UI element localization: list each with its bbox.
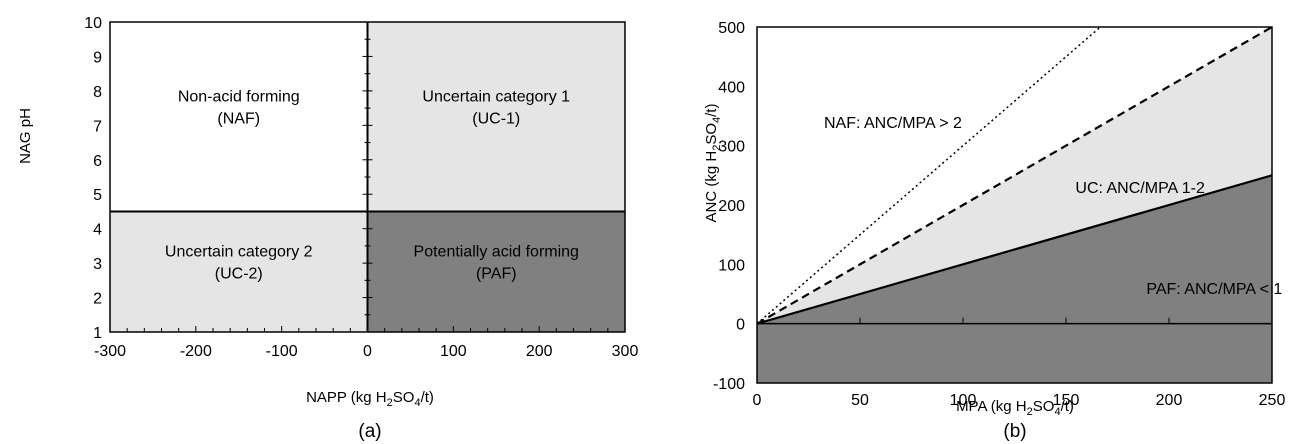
x-tick-label: -100 xyxy=(266,343,298,360)
y-tick-label: 3 xyxy=(93,256,102,273)
x-tick-label: 100 xyxy=(950,392,977,409)
region-label-uc1: Uncertain category 1 xyxy=(422,89,570,106)
region-label-uc2: Uncertain category 2 xyxy=(165,244,313,261)
y-tick-label: 200 xyxy=(718,198,745,215)
region-abbrev-naf: (NAF) xyxy=(217,111,260,128)
chart-a-tick-labels: 1 2 3 4 5 6 7 8 9 10 -300 -200 -100 0 100 200 300 xyxy=(84,15,638,360)
y-tick-label: 400 xyxy=(718,79,745,96)
annotation-uc: UC: ANC/MPA 1-2 xyxy=(1075,180,1205,197)
chart-b-caption: (b) xyxy=(1003,421,1026,442)
region-abbrev-paf: (PAF) xyxy=(476,266,517,283)
region-naf xyxy=(110,22,368,212)
chart-b-ticks xyxy=(859,317,1170,324)
chart-b-annotations: NAF: ANC/MPA > 2 UC: ANC/MPA 1-2 PAF: ANC/… xyxy=(824,115,1282,298)
y-tick-label: 6 xyxy=(93,153,102,170)
x-tick-label: -300 xyxy=(94,343,126,360)
chart-b-plot-frame xyxy=(756,26,1273,384)
chart-a-regions xyxy=(110,22,625,332)
y-tick-label: 4 xyxy=(93,222,102,239)
chart-b-x-axis-title: MPA (kg H2SO4/t) xyxy=(956,398,1074,418)
chart-b-tick-labels: -100 0 100 200 300 400 500 0 50 100 150 200 250 xyxy=(713,20,1285,409)
chart-b-y-axis-title: ANC (kg H2SO4/t) xyxy=(703,104,723,223)
region-label-paf: Potentially acid forming xyxy=(414,244,579,261)
x-tick-label: 200 xyxy=(526,343,553,360)
x-tick-label: 0 xyxy=(363,343,372,360)
y-tick-label: 0 xyxy=(736,317,745,334)
x-tick-label: 250 xyxy=(1259,392,1286,409)
x-tick-label: 150 xyxy=(1053,392,1080,409)
y-tick-label: 1 xyxy=(93,325,102,342)
chart-a-plot-frame xyxy=(109,21,626,333)
y-tick-label: -100 xyxy=(713,376,745,393)
x-tick-label: -200 xyxy=(180,343,212,360)
y-tick-label: 8 xyxy=(93,84,102,101)
x-tick-label: 50 xyxy=(851,392,869,409)
chart-b-ratio-lines xyxy=(756,26,1273,325)
chart-a-x-axis-title: NAPP (kg H2SO4/t) xyxy=(306,389,434,409)
chart-b-region-fills xyxy=(757,27,1272,383)
region-uc1 xyxy=(367,22,625,212)
chart-b: -100 0 100 200 300 400 500 0 50 100 150 200 250 NAF:… xyxy=(703,20,1285,442)
y-tick-label: 300 xyxy=(718,139,745,156)
region-uc2 xyxy=(110,211,368,332)
region-paf-fill xyxy=(757,175,1272,383)
y-tick-label: 2 xyxy=(93,291,102,308)
y-tick-label: 5 xyxy=(93,187,102,204)
x-tick-label: 200 xyxy=(1156,392,1183,409)
y-tick-label: 100 xyxy=(718,257,745,274)
region-paf xyxy=(367,211,625,332)
ratio-line-2 xyxy=(756,26,1273,325)
chart-a: 1 2 3 4 5 6 7 8 9 10 -300 -200 -100 0 100 200 300 Non-ac… xyxy=(17,15,638,442)
x-tick-label: 0 xyxy=(753,392,762,409)
chart-a-caption: (a) xyxy=(358,421,381,442)
annotation-naf: NAF: ANC/MPA > 2 xyxy=(824,115,962,132)
chart-a-region-labels: Non-acid forming (NAF) Uncertain category … xyxy=(165,89,579,283)
region-abbrev-uc2: (UC-2) xyxy=(215,266,263,283)
y-tick-label: 10 xyxy=(84,15,102,32)
x-tick-label: 300 xyxy=(612,343,639,360)
y-tick-label: 500 xyxy=(718,20,745,37)
y-tick-label: 9 xyxy=(93,49,102,66)
annotation-paf: PAF: ANC/MPA < 1 xyxy=(1146,281,1282,298)
region-label-naf: Non-acid forming xyxy=(178,89,300,106)
ratio-line-3 xyxy=(756,26,1101,325)
x-tick-label: 100 xyxy=(440,343,467,360)
chart-a-y-axis-title: NAG pH xyxy=(17,108,34,164)
region-abbrev-uc1: (UC-1) xyxy=(472,111,520,128)
ratio-line-1 xyxy=(756,174,1273,325)
y-tick-label: 7 xyxy=(93,118,102,135)
